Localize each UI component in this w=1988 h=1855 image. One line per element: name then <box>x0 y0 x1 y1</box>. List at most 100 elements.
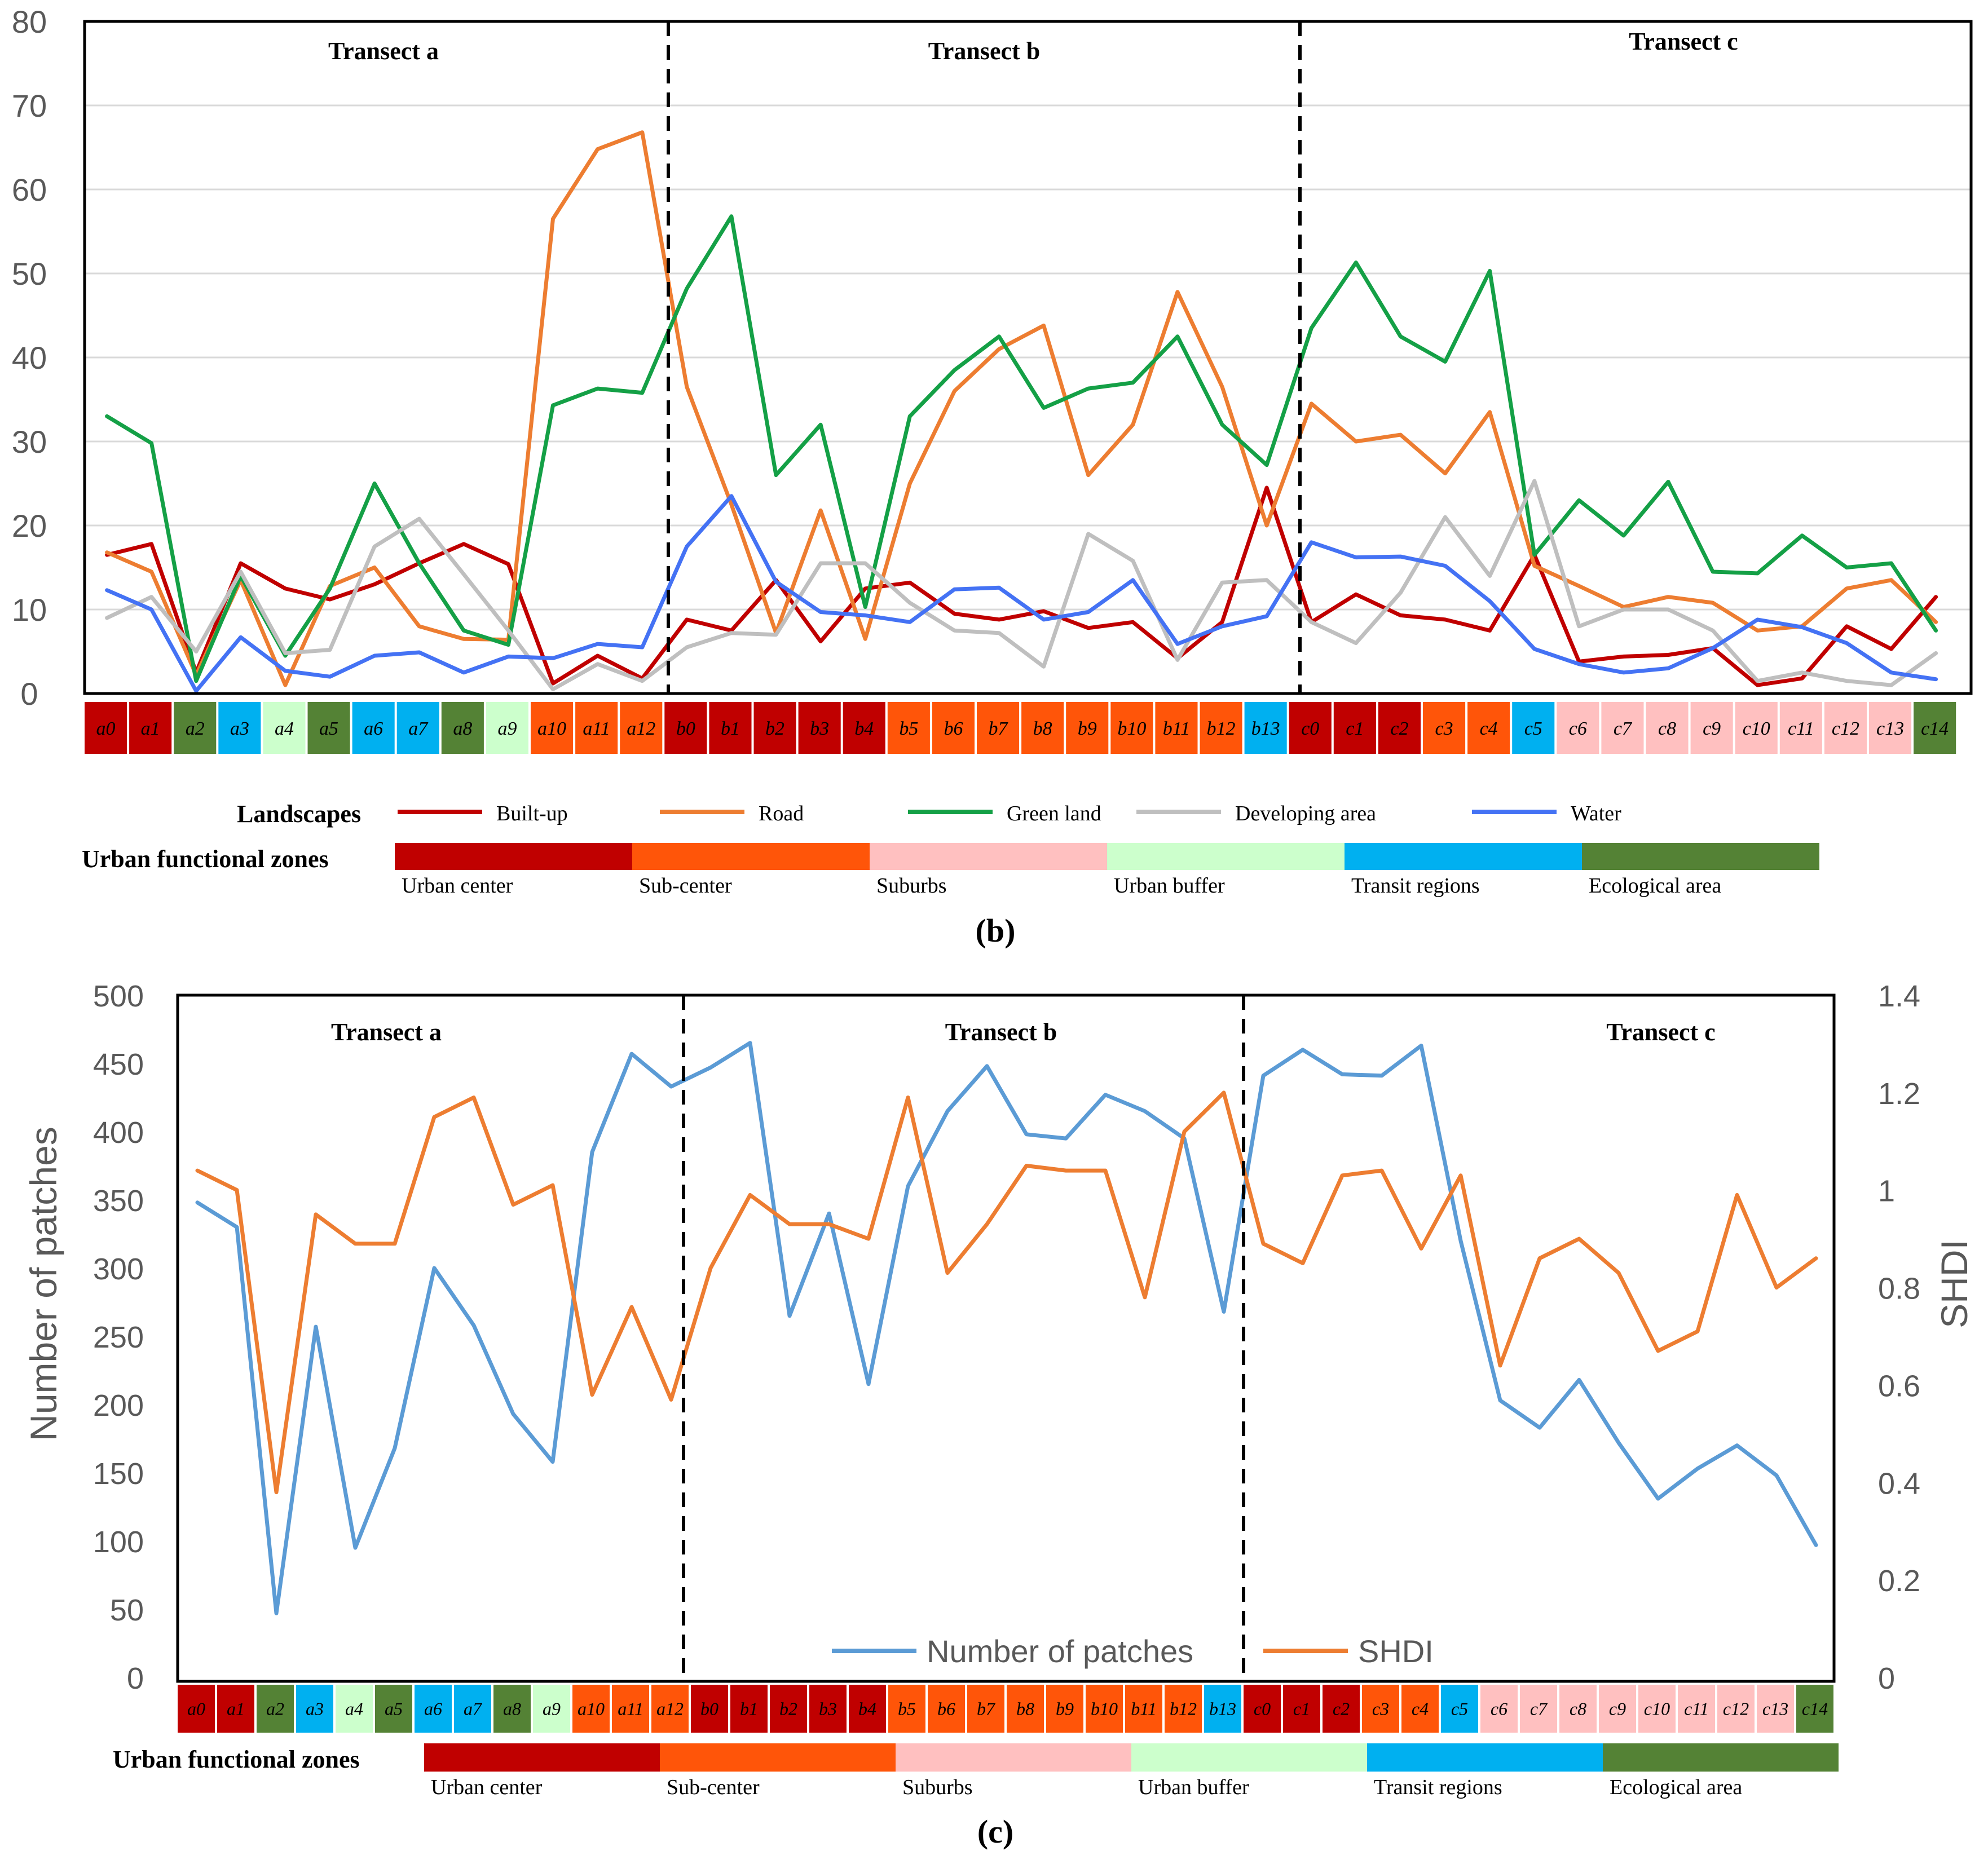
c-cat-cell-c1 <box>1283 1685 1320 1733</box>
c-zone-swatch-3 <box>1131 1743 1367 1772</box>
chart-b-transect-c-label: Transect c <box>1629 28 1738 55</box>
b-cat-label-c11: c11 <box>1788 718 1814 739</box>
c-ytick-left-100: 100 <box>93 1525 144 1559</box>
b-cat-cell-c6 <box>1557 702 1599 754</box>
b-zone-label-3: Urban buffer <box>1114 874 1225 898</box>
c-cat-cell-a12 <box>651 1685 689 1733</box>
b-cat-cell-c0 <box>1289 702 1332 754</box>
b-cat-cell-b7 <box>977 702 1020 754</box>
b-cat-label-c4: c4 <box>1480 718 1498 739</box>
c-zone-swatch-1 <box>660 1743 896 1772</box>
c-cat-label-c7: c7 <box>1530 1699 1548 1719</box>
b-ytick-10: 10 <box>12 592 47 628</box>
c-cat-cell-c11 <box>1678 1685 1715 1733</box>
chart-b-panel-label: (b) <box>976 912 1016 949</box>
b-series-line-1 <box>105 130 1938 687</box>
c-cat-cell-b11 <box>1125 1685 1162 1733</box>
b-cat-label-a4: a4 <box>275 718 294 739</box>
c-cat-label-c2: c2 <box>1333 1699 1350 1719</box>
c-ytick-left-0: 0 <box>127 1662 144 1695</box>
b-ytick-70: 70 <box>12 88 47 123</box>
b-zone-swatch-5 <box>1582 843 1819 870</box>
c-ytick-left-150: 150 <box>93 1457 144 1491</box>
b-cat-cell-a9 <box>486 702 528 754</box>
c-cat-cell-c6 <box>1480 1685 1518 1733</box>
c-cat-cell-a10 <box>572 1685 610 1733</box>
b-cat-cell-c9 <box>1690 702 1733 754</box>
b-cat-label-b4: b4 <box>854 718 874 739</box>
c-cat-cell-b5 <box>888 1685 925 1733</box>
b-cat-cell-a4 <box>263 702 306 754</box>
c-ytick-right-1.2: 1.2 <box>1878 1077 1920 1111</box>
b-ytick-0: 0 <box>20 676 38 712</box>
c-cat-cell-c12 <box>1717 1685 1755 1733</box>
c-cat-cell-b3 <box>809 1685 847 1733</box>
c-ytick-left-350: 350 <box>93 1184 144 1218</box>
b-cat-label-a6: a6 <box>364 718 383 739</box>
b-cat-cell-c4 <box>1467 702 1510 754</box>
b-cat-label-a7: a7 <box>408 718 429 739</box>
c-ytick-left-300: 300 <box>93 1252 144 1286</box>
c-cat-cell-a6 <box>415 1685 452 1733</box>
c-cat-label-c8: c8 <box>1570 1699 1586 1719</box>
b-cat-label-a0: a0 <box>96 718 116 739</box>
c-cat-label-b1: b1 <box>740 1699 758 1719</box>
c-cat-label-b6: b6 <box>937 1699 955 1719</box>
c-cat-cell-c4 <box>1401 1685 1439 1733</box>
b-cat-label-b6: b6 <box>944 718 963 739</box>
b-cat-cell-b10 <box>1110 702 1153 754</box>
b-cat-cell-a12 <box>620 702 663 754</box>
b-cat-cell-a10 <box>531 702 574 754</box>
b-zone-label-0: Urban center <box>402 874 513 898</box>
c-ytick-right-0.6: 0.6 <box>1878 1369 1920 1403</box>
c-cat-label-a7: a7 <box>464 1699 483 1719</box>
chart-c-left-axis-title: Number of patches <box>23 1127 64 1441</box>
b-ytick-40: 40 <box>12 340 47 376</box>
b-ytick-30: 30 <box>12 424 47 460</box>
c-ytick-left-400: 400 <box>93 1116 144 1150</box>
b-legend-label-2: Green land <box>1007 802 1101 825</box>
c-cat-label-a0: a0 <box>187 1699 205 1719</box>
c-cat-label-b3: b3 <box>819 1699 837 1719</box>
c-zone-label-5: Ecological area <box>1610 1776 1742 1799</box>
c-ytick-left-250: 250 <box>93 1320 144 1354</box>
c-zone-swatch-4 <box>1367 1743 1603 1772</box>
b-cat-label-b1: b1 <box>721 718 740 739</box>
c-cat-label-a12: a12 <box>656 1699 684 1719</box>
c-cat-label-c0: c0 <box>1254 1699 1271 1719</box>
c-cat-cell-b12 <box>1165 1685 1202 1733</box>
b-cat-label-b12: b12 <box>1207 718 1236 739</box>
c-cat-label-c14: c14 <box>1802 1699 1828 1719</box>
b-cat-cell-a11 <box>575 702 618 754</box>
c-zone-swatch-2 <box>896 1743 1131 1772</box>
c-cat-label-c12: c12 <box>1723 1699 1749 1719</box>
b-cat-cell-c11 <box>1779 702 1822 754</box>
b-cat-label-a11: a11 <box>583 718 610 739</box>
b-cat-cell-a6 <box>352 702 395 754</box>
b-zone-swatch-2 <box>870 843 1107 870</box>
c-cat-label-a4: a4 <box>345 1699 363 1719</box>
c-ytick-right-0.2: 0.2 <box>1878 1564 1920 1598</box>
b-cat-cell-c1 <box>1333 702 1376 754</box>
b-cat-cell-c14 <box>1914 702 1956 754</box>
chart-b-y-axis: 0 10 20 30 40 50 60 70 80 <box>12 4 47 712</box>
b-cat-label-b5: b5 <box>899 718 918 739</box>
legend-landscapes-title: Landscapes <box>237 800 361 828</box>
c-cat-label-c9: c9 <box>1609 1699 1626 1719</box>
c-cat-cell-c14 <box>1796 1685 1833 1733</box>
b-cat-cell-a3 <box>218 702 261 754</box>
c-cat-label-b12: b12 <box>1170 1699 1197 1719</box>
c-cat-cell-b10 <box>1086 1685 1123 1733</box>
b-zone-label-4: Transit regions <box>1351 874 1480 898</box>
c-cat-label-c13: c13 <box>1762 1699 1788 1719</box>
b-cat-label-c2: c2 <box>1390 718 1408 739</box>
c-series-line-0 <box>195 1041 1818 1615</box>
b-cat-label-b13: b13 <box>1251 718 1280 739</box>
b-zone-swatch-0 <box>395 843 632 870</box>
c-series-line-1 <box>195 1090 1818 1495</box>
b-cat-label-c14: c14 <box>1921 718 1949 739</box>
c-cat-label-c3: c3 <box>1372 1699 1389 1719</box>
c-ytick-right-0: 0 <box>1878 1662 1895 1695</box>
b-cat-cell-c12 <box>1824 702 1867 754</box>
